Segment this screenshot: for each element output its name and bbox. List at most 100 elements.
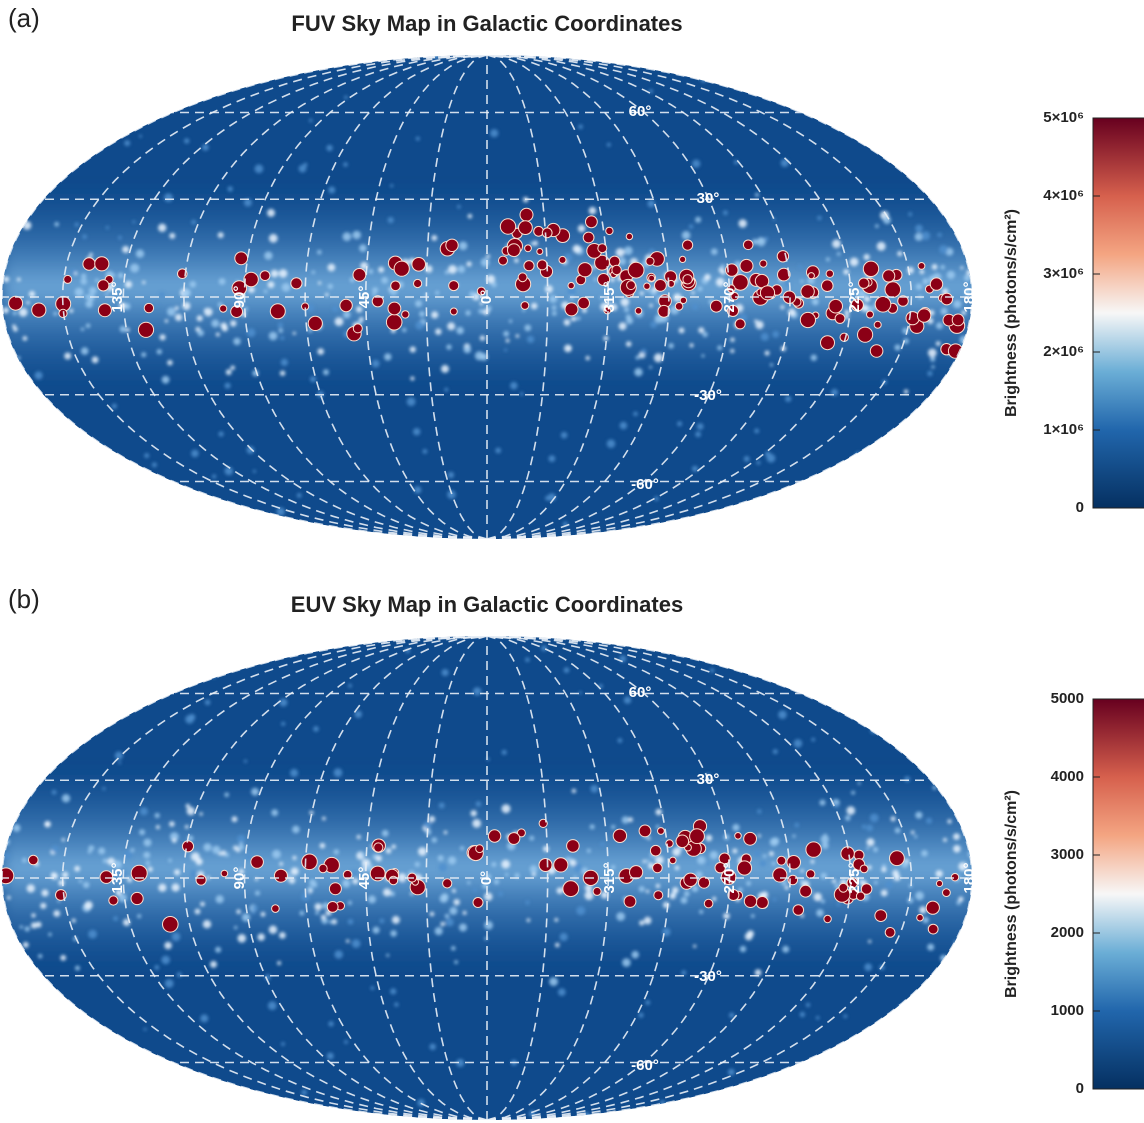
source [315,911,319,915]
source [967,954,971,958]
panel-label: (b) [8,584,40,614]
source [701,354,704,357]
source [866,825,873,832]
source [236,1111,243,1118]
source [610,277,615,282]
source [820,800,826,806]
source [105,292,108,295]
source [380,919,385,924]
source [144,1078,148,1082]
bright-source [542,228,552,238]
source [74,272,77,275]
bright-source [476,845,484,853]
bright-source [446,239,458,251]
source [968,358,974,364]
bright-source [340,299,352,311]
source [53,312,57,316]
source [378,267,384,273]
source [0,167,7,175]
source [218,232,224,238]
bright-source [613,829,626,842]
source [723,913,730,920]
source [290,769,298,777]
source [293,332,296,335]
source [915,812,922,819]
source [506,339,510,343]
source [423,449,428,454]
source [837,903,840,906]
source [174,869,180,875]
bright-source [680,297,686,303]
source [533,241,538,246]
source [867,838,875,846]
longitude-label: 135° [109,862,126,893]
source [54,222,59,227]
source [98,848,105,855]
source [234,926,237,929]
source [800,879,805,884]
source [292,826,300,834]
source [12,96,17,101]
source [17,278,21,282]
source [527,918,531,922]
source [681,970,686,975]
source [144,453,149,458]
bright-source [735,319,745,329]
bright-source [537,249,543,255]
source [471,810,477,816]
source [169,233,175,239]
source [264,290,268,294]
bright-source [274,869,287,882]
source [638,1013,643,1018]
source [760,860,766,866]
source [870,814,879,823]
source [438,855,444,861]
source [62,872,68,878]
source [118,761,121,764]
panel: (b)EUV Sky Map in Galactic Coordinates60… [0,584,1144,1120]
source [313,726,319,732]
source [934,119,941,126]
source [868,72,876,80]
source [195,909,201,915]
source [51,872,55,876]
source [52,790,57,795]
bright-source [302,854,318,870]
bright-source [841,847,854,860]
source [806,1003,810,1007]
source [197,315,203,321]
source [792,835,795,838]
source [261,912,266,917]
source [3,765,12,774]
source [530,865,538,873]
source [81,1020,86,1025]
source [62,838,65,841]
bright-source [649,275,655,281]
source [619,322,627,330]
bright-source [196,875,206,885]
source [226,369,232,375]
source [348,919,354,925]
source [53,910,60,917]
source [756,461,760,465]
source [328,1021,333,1026]
source [448,472,454,478]
source [969,1024,973,1028]
source [60,955,66,961]
source [118,273,124,279]
latitude-label: 60° [629,684,652,701]
source [344,96,348,100]
source [92,356,99,363]
source [765,351,770,356]
source [885,881,892,888]
source [161,956,170,965]
bright-source [858,327,873,342]
latitude-label: -60° [631,476,659,493]
latitude-label: -30° [694,968,722,985]
bright-source [308,316,322,330]
source [210,961,217,968]
source [458,265,466,273]
source [429,1044,436,1051]
bright-source [508,244,521,257]
bright-source [521,302,529,310]
